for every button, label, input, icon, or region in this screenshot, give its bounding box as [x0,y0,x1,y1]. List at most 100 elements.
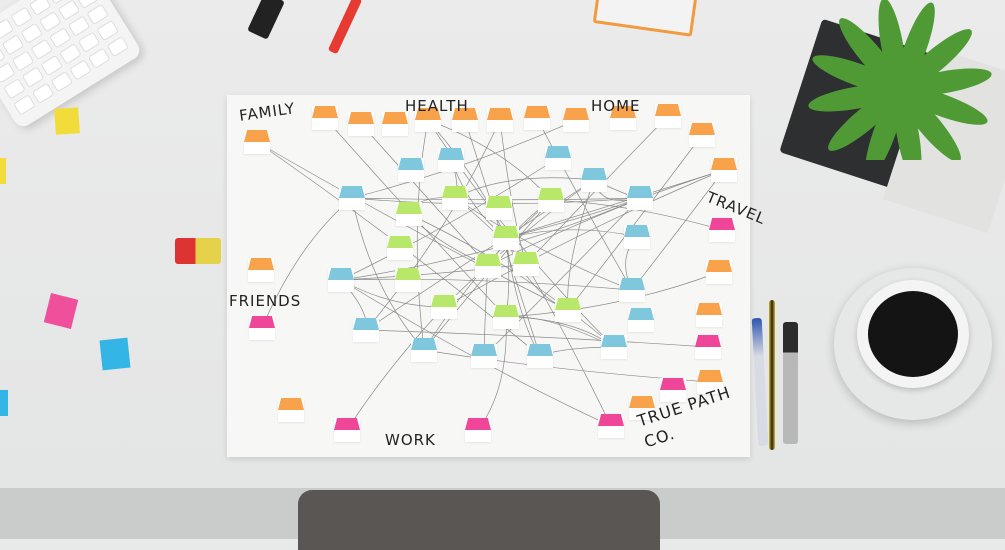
sticky-note-blue [398,158,424,182]
sticky-note-tab [415,108,441,120]
sticky-note-tab [431,295,457,307]
sticky-note-tab [711,158,737,170]
sticky-note-orange [706,260,732,284]
leaf [839,18,904,93]
sticky-note-tab [312,106,338,118]
sticky-note-tab [475,254,501,266]
key [1,34,25,56]
sharpener [175,238,221,264]
sticky-note-tab [581,168,607,180]
arrow [340,279,445,308]
sticky-note-orange [312,106,338,130]
key [59,43,82,65]
arrow [365,119,501,331]
sticky-note-tab [486,196,512,208]
leaf [828,86,903,151]
sticky-note-green [387,236,413,260]
leaf [897,29,972,94]
arrow [525,263,612,427]
heading-health: HEALTH [405,97,469,115]
sticky-note-tab [339,186,365,198]
arrow [487,169,725,267]
sticky-note-tab [493,226,519,238]
key [49,27,72,49]
key [31,82,55,104]
chair-back [298,490,660,550]
key [38,10,62,33]
sticky-note-tab [619,278,645,290]
key [13,94,36,116]
sticky-note-blue [627,186,653,210]
sticky-note-tab [244,130,270,142]
sticky-note-tab [545,146,571,158]
sticky-note-green [493,305,519,329]
sticky-note-tab [601,335,627,347]
sticky-note-blue [339,186,365,210]
sticky-note-tab [563,108,589,120]
sticky-note-yellow [0,158,6,184]
leaf [812,55,903,95]
sticky-note-orange [629,396,655,420]
arrow [340,278,633,291]
sticky-note-blue [328,268,354,292]
arrow [536,117,633,291]
sticky-note-blue [624,225,650,249]
sticky-note-pink [709,218,735,242]
sticky-note-green [396,202,422,226]
sticky-note-tab [452,108,478,120]
arrow [256,141,569,311]
sticky-note-green [493,226,519,250]
arrow [416,119,429,351]
key [69,59,92,81]
key [86,3,110,26]
key [87,47,111,70]
sticky-note-tab [629,396,655,408]
sticky-note-orange [452,108,478,132]
sticky-note-green [513,252,539,276]
sticky-note-orange [563,108,589,132]
sticky-note-tab [627,186,653,198]
sticky-note-blue [601,335,627,359]
arrow [351,119,577,199]
sticky-note-blue [619,278,645,302]
sticky-note-orange [278,398,304,422]
sticky-note-tab [660,378,686,390]
sticky-note-blue [471,344,497,368]
sticky-note-blue [581,168,607,192]
sticky-note-pink [249,316,275,340]
sticky-note-tab [697,370,723,382]
sticky-note-tab [527,344,553,356]
arrow [365,329,709,348]
sticky-note-tab [387,236,413,248]
sticky-note-orange [696,303,722,327]
sticky-note-orange [244,130,270,154]
sticky-note-tab [598,414,624,426]
sticky-note-orange [689,123,715,147]
coffee [868,291,958,377]
plant-leaves [808,0,992,160]
sticky-note-green [431,295,457,319]
sticky-note-tab [395,268,421,280]
sticky-note-pink [334,418,360,442]
sticky-note-orange [711,158,737,182]
sticky-note-tab [465,418,491,430]
sticky-note-orange [348,112,374,136]
sticky-note-tab [396,202,422,214]
sticky-note-orange [248,258,274,282]
marker [783,322,798,444]
sticky-note-tab [695,335,721,347]
sticky-note-tab [382,112,408,124]
sticky-note-green [555,298,581,322]
sticky-note-tab [555,298,581,310]
leaf [897,85,988,125]
key [20,22,43,44]
sticky-note-orange [487,108,513,132]
sticky-note-tab [249,316,275,328]
key [40,54,64,77]
sticky-note-orange [655,104,681,128]
sticky-note-tab [696,303,722,315]
sticky-note-blue [527,344,553,368]
sticky-note-tab [411,338,437,350]
key [3,78,26,100]
sticky-note-blue [0,390,8,416]
